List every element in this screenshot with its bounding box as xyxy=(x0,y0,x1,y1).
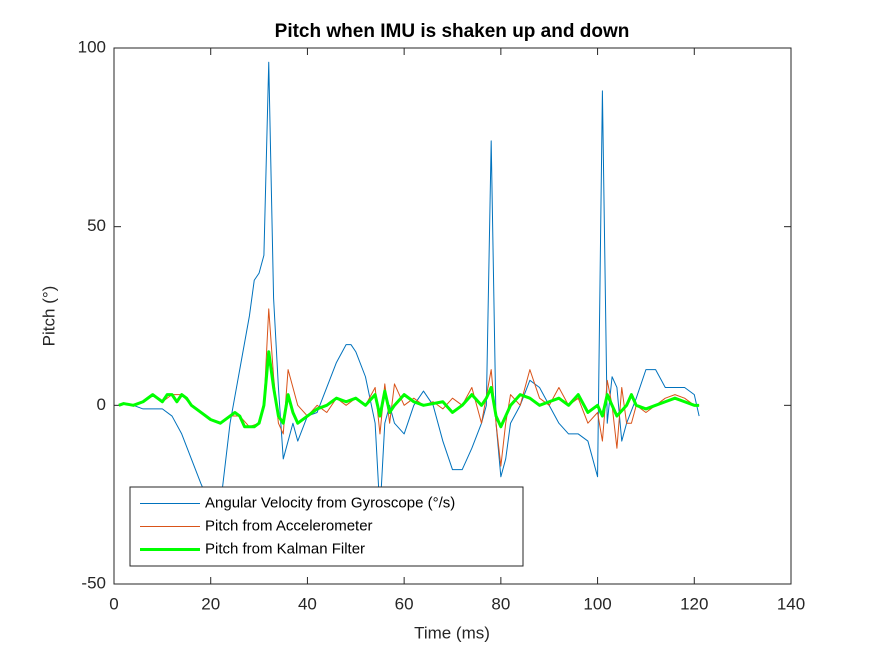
y-tick-label: -50 xyxy=(81,573,106,592)
legend-label: Pitch from Accelerometer xyxy=(205,517,373,534)
data-line xyxy=(118,61,700,531)
data-line xyxy=(118,350,700,429)
x-tick-label: 140 xyxy=(777,594,805,613)
chart-title: Pitch when IMU is shaken up and down xyxy=(275,21,630,42)
legend-label: Angular Velocity from Gyroscope (°/s) xyxy=(205,494,455,511)
x-tick-label: 0 xyxy=(109,594,118,613)
y-tick-label: 0 xyxy=(97,395,106,414)
plot-area xyxy=(118,61,700,531)
x-tick-label: 120 xyxy=(680,594,708,613)
x-tick-label: 100 xyxy=(583,594,611,613)
legend-label: Pitch from Kalman Filter xyxy=(205,540,365,557)
x-axis-label: Time (ms) xyxy=(414,623,490,642)
y-tick-label: 50 xyxy=(87,216,106,235)
x-tick-label: 20 xyxy=(201,594,220,613)
x-tick-label: 80 xyxy=(491,594,510,613)
y-axis-label: Pitch (°) xyxy=(39,286,58,347)
y-tick-label: 100 xyxy=(78,37,106,56)
plot-frame xyxy=(113,47,792,585)
x-tick-label: 60 xyxy=(395,594,414,613)
x-tick-label: 40 xyxy=(298,594,317,613)
